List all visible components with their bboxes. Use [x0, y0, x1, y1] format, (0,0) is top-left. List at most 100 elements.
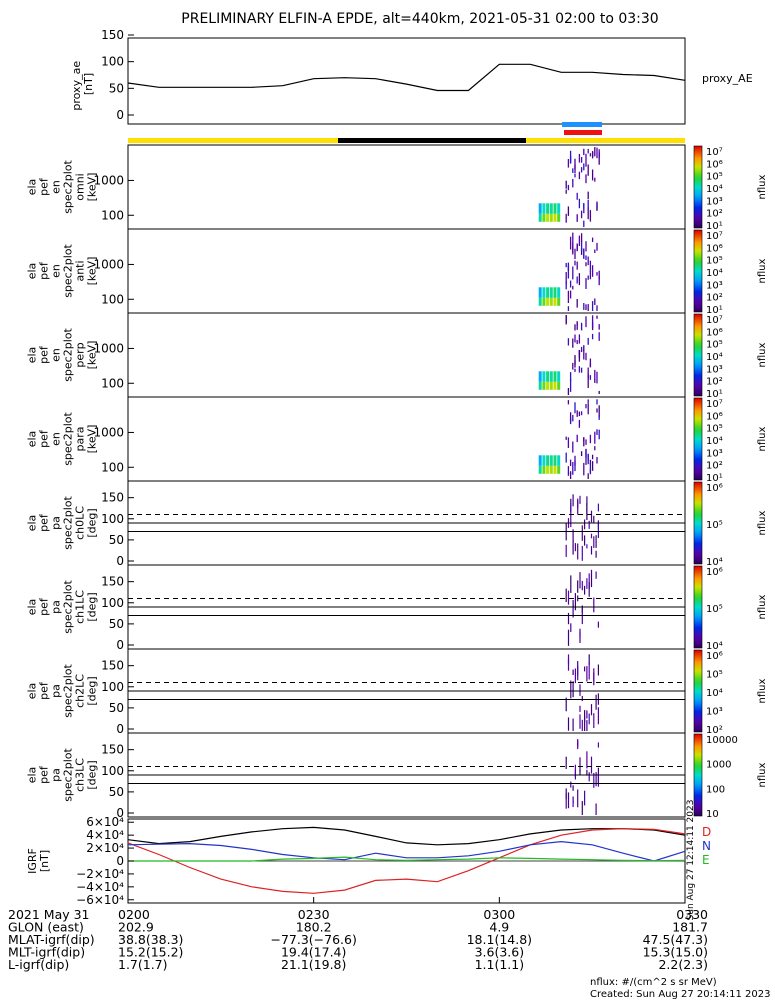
colorbar-tick-label: 10⁵ — [706, 604, 723, 615]
panel-ylabel-line: spec2plot — [62, 580, 75, 634]
panel-y-ticks: 150 100 50 0 — [101, 491, 134, 568]
ae-frame — [127, 37, 686, 125]
footer-value: 1.1(1.1) — [475, 957, 525, 972]
igrf-ytick-label: −2×10⁴ — [76, 867, 124, 881]
footer-value: 0200 — [118, 907, 150, 922]
spectrogram-marks — [538, 147, 600, 227]
colorbar-tick-label: 10³ — [706, 364, 723, 375]
igrf-panel: 6×10⁴4×10⁴2×10⁴0−2×10⁴−4×10⁴−6×10⁴IGRF[n… — [26, 800, 711, 921]
spectrogram-panel-6: 150 100 50 0 elapefpaspec2plotch2LC[deg] 10⁶ 1… — [26, 648, 768, 736]
colorbar — [693, 397, 703, 481]
panel-ylabel-line: ch3LC — [74, 758, 87, 792]
panel-ylabel-line: anti — [74, 260, 87, 281]
colorbar-tick-label: 10⁴ — [706, 352, 723, 363]
igrf-ylabel-line: [nT] — [38, 850, 51, 872]
flux-cell — [538, 371, 542, 382]
colorbar-label: nflux — [757, 342, 768, 367]
shadow-bar — [338, 138, 526, 143]
footer-value: 180.2 — [296, 920, 332, 935]
footer-value: 202.9 — [118, 920, 154, 935]
flux-cell — [553, 455, 557, 466]
panel-frame — [127, 312, 686, 398]
footer-value: 3.6(3.6) — [475, 945, 525, 960]
footer-value: 47.5(47.3) — [643, 932, 708, 947]
flux-cell — [538, 455, 542, 466]
igrf-ytick-label: −6×10⁴ — [76, 893, 124, 907]
panel-ylabel-line: [keV] — [86, 341, 99, 370]
flux-cell — [546, 203, 550, 214]
ae-ytick-label: 0 — [116, 108, 124, 122]
panel-ylabel: elapefpaspec2plotch0LC[deg] — [26, 496, 99, 550]
panel-ylabel: elapefenspec2plotperp[keV] — [26, 328, 99, 382]
panel-ylabel-line: spec2plot — [62, 496, 75, 550]
colorbar — [693, 313, 703, 397]
footer-value: 1.7(1.7) — [118, 957, 168, 972]
igrf-ytick-label: 2×10⁴ — [86, 841, 124, 855]
flux-cell — [553, 465, 557, 474]
colorbar-tick-label: 10⁵ — [706, 424, 723, 435]
ae-ylabel-line-1: proxy_ae — [70, 61, 83, 111]
spectrogram-marks — [538, 315, 600, 395]
panel-ylabel-line: en — [50, 180, 63, 194]
igrf-legend-d: D — [702, 825, 711, 839]
panel-ylabel-line: pa — [50, 600, 63, 614]
colorbar-label: nflux — [757, 258, 768, 283]
panel-ylabel: elapefpaspec2plotch1LC[deg] — [26, 580, 99, 634]
ytick-label: 0 — [116, 638, 124, 652]
ytick-label: 100 — [101, 292, 124, 306]
footer-value: 21.1(19.8) — [281, 957, 346, 972]
flux-cell — [553, 213, 557, 222]
ae-ytick-label: 100 — [101, 55, 124, 69]
colorbar-tick-label: 10 — [706, 809, 719, 820]
flux-cell — [557, 455, 561, 466]
colorbar-tick-label: 10² — [706, 209, 723, 220]
ytick-label: 50 — [109, 617, 124, 631]
panel-ylabel-line: [keV] — [86, 173, 99, 202]
ytick-label: 0 — [116, 554, 124, 568]
colorbar-tick-label: 10³ — [706, 448, 723, 459]
spectrogram-panel-1: 1000100elapefenspec2plotanti[keV]10⁷10⁶1… — [26, 228, 768, 316]
panel-ylabel-line: para — [74, 427, 87, 452]
flux-cell — [553, 203, 557, 214]
ytick-label: 1000 — [93, 173, 124, 187]
colorbar-label: nflux — [757, 174, 768, 199]
ytick-label: 50 — [109, 785, 124, 799]
panel-ylabel: elapefpaspec2plotch3LC[deg] — [26, 748, 99, 802]
panel-ylabel-line: ch2LC — [74, 674, 87, 708]
colorbar-tick-label: 10⁵ — [706, 172, 723, 183]
spectrogram-panel-3: 1000100elapefenspec2plotpara[keV]10⁷10⁶1… — [26, 396, 768, 484]
colorbar-tick-label: 10⁷ — [706, 231, 723, 242]
flux-cell — [546, 297, 550, 306]
ytick-label: 0 — [116, 806, 124, 820]
ae-ytick-label: 150 — [101, 28, 124, 42]
colorbar-tick-label: 10⁴ — [706, 436, 723, 447]
panel-ylabel-line: pef — [38, 681, 51, 700]
footer-value: 0230 — [298, 907, 330, 922]
panel-ylabel-line: [keV] — [86, 425, 99, 454]
colorbar — [693, 145, 703, 229]
colorbar-tick-label: 10⁴ — [706, 641, 723, 652]
colorbar-tick-label: 10⁶ — [706, 327, 723, 338]
ytick-label: 150 — [101, 743, 124, 757]
panel-ylabel-line: en — [50, 432, 63, 446]
colorbar-tick-label: 10⁶ — [706, 651, 723, 662]
colorbar — [693, 733, 703, 817]
ae-ylabel-line-2: [nT] — [82, 73, 95, 95]
flux-cell — [546, 465, 550, 474]
flux-cell — [542, 213, 546, 222]
panel-ylabel-line: spec2plot — [62, 748, 75, 802]
spectrogram-panel-4: 150 100 50 0 elapefpaspec2plotch0LC[deg] 10⁶ 1… — [26, 480, 768, 568]
ytick-label: 1000 — [93, 425, 124, 439]
ifov-blue-bar — [562, 122, 602, 127]
panel-ylabel: elapefenspec2plotanti[keV] — [26, 244, 99, 298]
panel-ylabel: elapefenspec2plotpara[keV] — [26, 412, 99, 466]
footer-row-label: MLAT-igrf(dip) — [8, 932, 95, 947]
panel-ylabel-line: ela — [26, 599, 39, 616]
panel-ylabel-line: pef — [38, 345, 51, 364]
panel-ylabel-line: ela — [26, 179, 39, 196]
colorbar-tick-label: 10³ — [706, 707, 723, 718]
colorbar-tick-label: 10⁶ — [706, 567, 723, 578]
panel-ylabel-line: ela — [26, 263, 39, 280]
panel-ylabel-line: pef — [38, 177, 51, 196]
